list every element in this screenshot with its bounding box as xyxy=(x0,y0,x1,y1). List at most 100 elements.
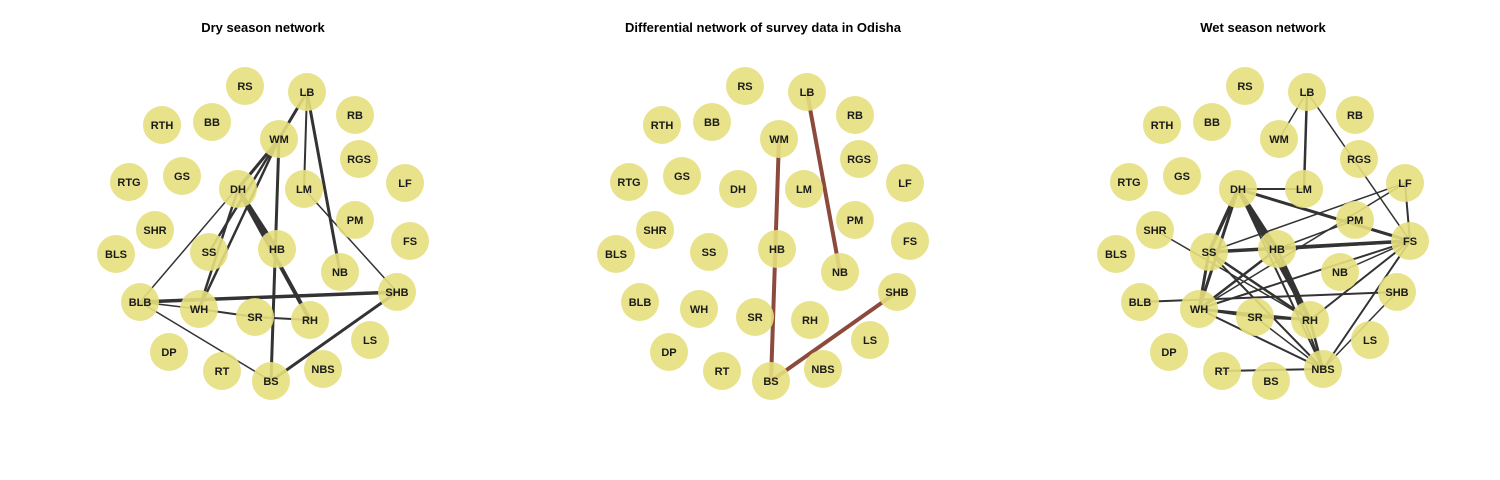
dry-node-nbs: NBS xyxy=(304,350,342,388)
node-circle xyxy=(719,170,757,208)
node-circle xyxy=(836,96,874,134)
node-label: SHR xyxy=(143,225,166,237)
diff-node-rh: RH xyxy=(791,301,829,339)
dry-node-bls: BLS xyxy=(97,235,135,273)
node-label: BLS xyxy=(605,249,627,261)
diff-node-lm: LM xyxy=(785,170,823,208)
node-circle xyxy=(1351,321,1389,359)
node-circle xyxy=(650,333,688,371)
node-circle xyxy=(680,290,718,328)
node-circle xyxy=(760,120,798,158)
node-circle xyxy=(386,164,424,202)
node-label: SHR xyxy=(1143,225,1166,237)
wet-node-bs: BS xyxy=(1252,362,1290,400)
node-circle xyxy=(610,163,648,201)
diff-node-fs: FS xyxy=(891,222,929,260)
differential-panel: Differential network of survey data in O… xyxy=(597,20,929,400)
dry-node-blb: BLB xyxy=(121,283,159,321)
diff-node-lb: LB xyxy=(788,73,826,111)
dry-edge-lm-shb xyxy=(303,188,398,293)
node-circle xyxy=(1180,290,1218,328)
node-circle xyxy=(643,106,681,144)
node-circle xyxy=(1291,301,1329,339)
node-circle xyxy=(226,67,264,105)
diff-node-sr: SR xyxy=(736,298,774,336)
dry-node-bb: BB xyxy=(193,103,231,141)
node-label: SS xyxy=(202,247,217,259)
wet-node-fs: FS xyxy=(1391,222,1429,260)
diff-node-bb: BB xyxy=(693,103,731,141)
node-label: SHB xyxy=(385,287,408,299)
wet-node-wm: WM xyxy=(1260,120,1298,158)
node-circle xyxy=(785,170,823,208)
node-label: NB xyxy=(832,267,848,279)
node-label: GS xyxy=(674,171,690,183)
node-circle xyxy=(1260,120,1298,158)
dry-node-lm: LM xyxy=(285,170,323,208)
node-label: RTH xyxy=(151,120,174,132)
wet-node-rh: RH xyxy=(1291,301,1329,339)
node-circle xyxy=(1288,73,1326,111)
dry-node-wm: WM xyxy=(260,120,298,158)
dry-node-nb: NB xyxy=(321,253,359,291)
wet-node-rgs: RGS xyxy=(1340,140,1378,178)
node-label: SS xyxy=(702,247,717,259)
node-label: PM xyxy=(847,215,864,227)
node-label: FS xyxy=(1403,236,1417,248)
node-circle xyxy=(1143,106,1181,144)
wet-node-pm: PM xyxy=(1336,201,1374,239)
diff-node-pm: PM xyxy=(836,201,874,239)
dry-node-shb: SHB xyxy=(378,273,416,311)
node-label: HB xyxy=(1269,244,1285,256)
node-label: RB xyxy=(347,110,363,122)
node-circle xyxy=(1110,163,1148,201)
diff-node-rth: RTH xyxy=(643,106,681,144)
node-circle xyxy=(288,73,326,111)
diff-edge-bs-shb xyxy=(769,290,899,383)
diff-node-dp: DP xyxy=(650,333,688,371)
node-circle xyxy=(693,103,731,141)
node-label: SHB xyxy=(1385,287,1408,299)
node-label: BS xyxy=(263,376,278,388)
node-label: FS xyxy=(903,236,917,248)
node-circle xyxy=(788,73,826,111)
node-circle xyxy=(636,211,674,249)
wet-node-bb: BB xyxy=(1193,103,1231,141)
diff-node-bs: BS xyxy=(752,362,790,400)
wet-node-wh: WH xyxy=(1180,290,1218,328)
node-label: RB xyxy=(1347,110,1363,122)
diff-node-shb: SHB xyxy=(878,273,916,311)
dry-season-title: Dry season network xyxy=(201,20,325,35)
diff-node-rs: RS xyxy=(726,67,764,105)
node-label: RTH xyxy=(1151,120,1174,132)
node-label: RTG xyxy=(117,177,140,189)
diff-node-gs: GS xyxy=(663,157,701,195)
dry-season-nodes: RS LB RB RTH BB WM RGS RTG GS DH LM LF PM FS SHR SS HB BL… xyxy=(97,67,429,400)
node-label: RH xyxy=(302,315,318,327)
dry-node-ss: SS xyxy=(190,233,228,271)
node-label: LB xyxy=(300,87,315,99)
node-label: GS xyxy=(1174,171,1190,183)
dry-node-fs: FS xyxy=(391,222,429,260)
diff-node-rb: RB xyxy=(836,96,874,134)
node-circle xyxy=(252,362,290,400)
node-circle xyxy=(726,67,764,105)
node-label: SS xyxy=(1202,247,1217,259)
node-circle xyxy=(391,222,429,260)
node-circle xyxy=(1258,230,1296,268)
node-label: DP xyxy=(161,347,176,359)
wet-edge-ss-rh xyxy=(1207,250,1312,322)
wet-edge-fs-rh xyxy=(1309,240,1411,321)
dry-node-ls: LS xyxy=(351,321,389,359)
wet-node-dp: DP xyxy=(1150,333,1188,371)
diff-node-hb: HB xyxy=(758,230,796,268)
wet-node-rt: RT xyxy=(1203,352,1241,390)
node-label: RT xyxy=(1215,366,1230,378)
dry-node-hb: HB xyxy=(258,230,296,268)
node-label: NBS xyxy=(811,364,834,376)
node-circle xyxy=(891,222,929,260)
node-label: HB xyxy=(269,244,285,256)
node-label: DH xyxy=(730,184,746,196)
node-circle xyxy=(836,201,874,239)
